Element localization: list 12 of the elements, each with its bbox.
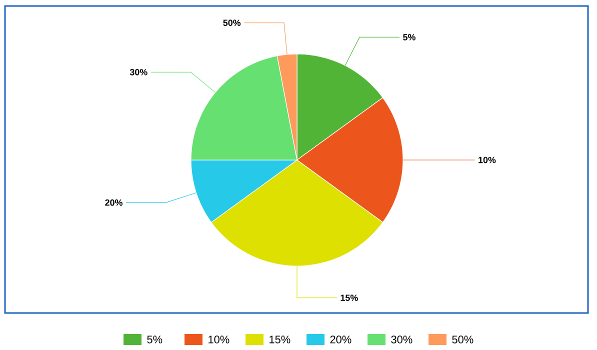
legend-label: 15% bbox=[270, 336, 290, 344]
legend-label: 20% bbox=[330, 336, 352, 344]
legend-label: 5% bbox=[147, 336, 162, 344]
slice-label: 30% bbox=[130, 68, 148, 76]
legend-label: 50% bbox=[452, 336, 474, 344]
slice-label: 10% bbox=[478, 156, 496, 164]
slice-label: 5% bbox=[403, 34, 416, 40]
legend-label: 30% bbox=[391, 336, 412, 344]
slice-label: 20% bbox=[105, 199, 123, 206]
slice-label: 15% bbox=[340, 294, 358, 301]
slice-label: 50% bbox=[223, 20, 241, 26]
legend-label: 10% bbox=[208, 336, 230, 344]
